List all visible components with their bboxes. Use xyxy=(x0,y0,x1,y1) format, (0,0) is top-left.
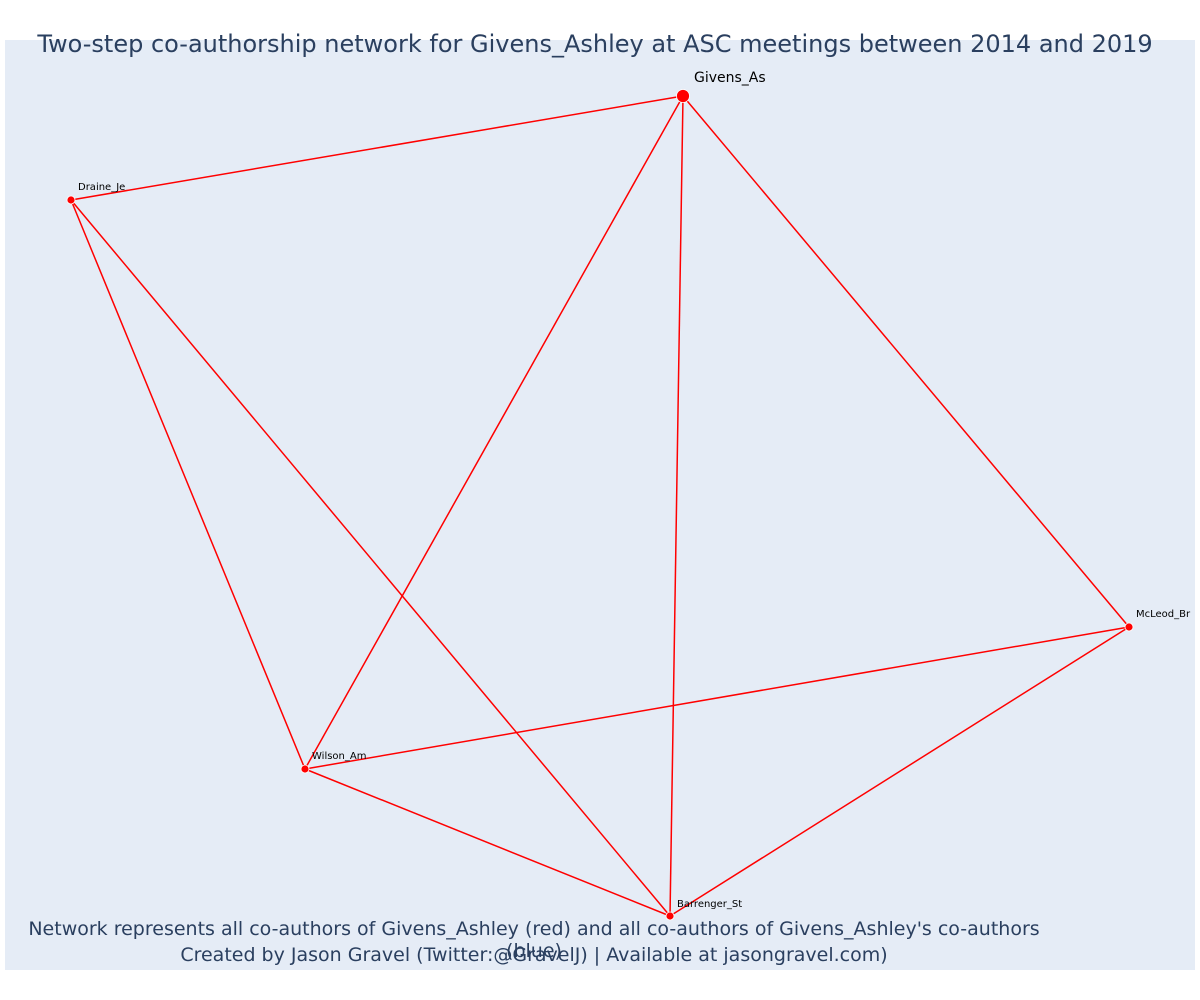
edges-layer xyxy=(70,95,1130,917)
edge-Draine_Je-Wilson_Am xyxy=(70,199,306,770)
edge-Wilson_Am-McLeod_Br xyxy=(304,626,1130,770)
caption-line-2: Created by Jason Gravel (Twitter:@Gravel… xyxy=(180,944,888,966)
node-McLeod_Br[interactable] xyxy=(1124,622,1134,632)
edge-Wilson_Am-Barrenger_St xyxy=(304,768,671,917)
chart-title: Two-step co-authorship network for Given… xyxy=(37,30,1153,58)
edge-Draine_Je-Barrenger_St xyxy=(70,199,671,917)
node-label-Wilson_Am: Wilson_Am xyxy=(312,751,366,762)
node-label-Draine_Je: Draine_Je xyxy=(78,182,125,193)
plot-background xyxy=(5,40,1195,970)
edge-Givens_As-McLeod_Br xyxy=(682,95,1130,628)
node-label-Givens_As: Givens_As xyxy=(694,70,766,86)
node-label-Barrenger_St: Barrenger_St xyxy=(677,899,742,910)
edge-Givens_As-Wilson_Am xyxy=(304,95,684,770)
node-Barrenger_St[interactable] xyxy=(665,911,675,921)
edge-Givens_As-Draine_Je xyxy=(70,95,684,201)
node-Draine_Je[interactable] xyxy=(66,195,76,205)
edge-Barrenger_St-McLeod_Br xyxy=(669,626,1130,917)
caption-line-1: Network represents all co-authors of Giv… xyxy=(28,918,1040,962)
nodes-layer: Givens_As Draine_Je McLeod_Br Wilson_Am Barr… xyxy=(66,70,1191,921)
node-Wilson_Am[interactable] xyxy=(300,764,310,774)
edge-Givens_As-Barrenger_St xyxy=(669,95,684,917)
node-label-McLeod_Br: McLeod_Br xyxy=(1136,609,1191,620)
node-Givens_As[interactable] xyxy=(676,89,690,103)
